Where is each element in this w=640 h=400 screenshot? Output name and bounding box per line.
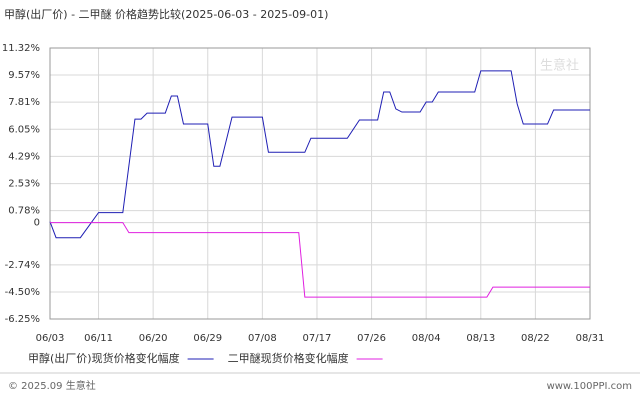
x-tick-label: 08/04 bbox=[412, 333, 441, 344]
x-tick-label: 06/29 bbox=[193, 333, 222, 344]
x-tick-label: 07/17 bbox=[303, 333, 332, 344]
footer-left: © 2025.09 生意社 bbox=[8, 379, 96, 392]
watermark: 生意社 bbox=[540, 58, 579, 74]
y-tick-label: -4.50% bbox=[5, 287, 40, 298]
y-tick-label: 7.81% bbox=[8, 97, 40, 108]
y-tick-label: 2.53% bbox=[8, 179, 40, 190]
series-line bbox=[50, 222, 590, 298]
y-tick-label: -2.74% bbox=[5, 260, 40, 271]
x-tick-label: 06/03 bbox=[36, 333, 65, 344]
chart-title: 甲醇(出厂价) - 二甲醚 价格趋势比较(2025-06-03 - 2025-0… bbox=[4, 7, 328, 21]
plot-frame bbox=[49, 47, 591, 320]
series-line bbox=[49, 70, 590, 239]
legend-label: 甲醇(出厂价)现货价格变化幅度 bbox=[28, 351, 180, 365]
x-tick-label: 08/31 bbox=[576, 333, 605, 344]
y-tick-label: 4.29% bbox=[8, 151, 40, 162]
y-tick-label: -6.25% bbox=[5, 314, 40, 325]
y-tick-label: 0 bbox=[34, 218, 40, 229]
x-tick-label: 07/08 bbox=[248, 333, 277, 344]
x-tick-label: 08/22 bbox=[521, 333, 550, 344]
y-tick-label: 6.05% bbox=[8, 124, 40, 135]
footer-right: www.100PPI.com bbox=[547, 381, 632, 392]
x-tick-label: 08/13 bbox=[466, 333, 495, 344]
y-tick-label: 11.32% bbox=[2, 43, 40, 54]
y-tick-label: 9.57% bbox=[8, 70, 40, 81]
legend-label: 二甲醚现货价格变化幅度 bbox=[228, 351, 349, 365]
x-tick-label: 06/11 bbox=[84, 333, 113, 344]
x-tick-label: 07/26 bbox=[357, 333, 386, 344]
y-tick-label: 0.78% bbox=[8, 206, 40, 217]
x-tick-label: 06/20 bbox=[139, 333, 168, 344]
